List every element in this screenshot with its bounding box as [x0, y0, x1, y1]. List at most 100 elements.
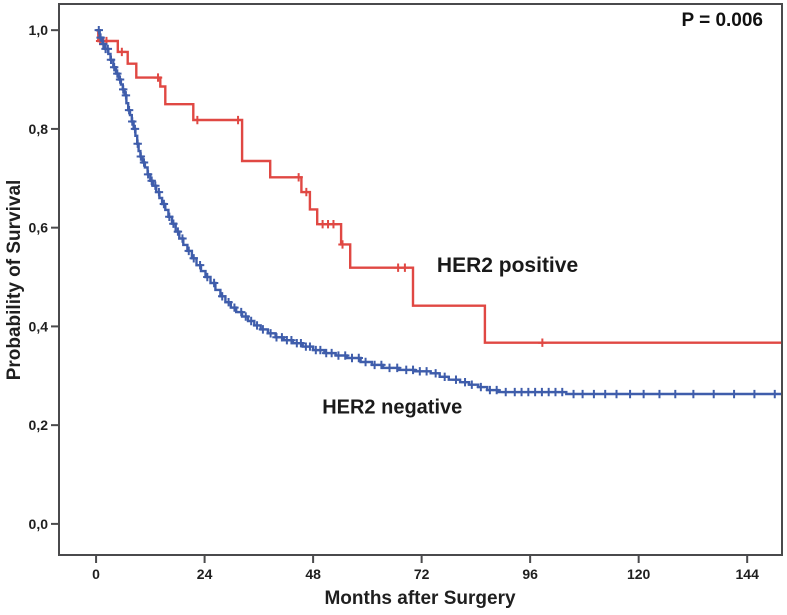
y-tick-label: 0,6 — [29, 220, 49, 236]
x-tick-label: 48 — [305, 566, 321, 582]
censor-mark — [709, 389, 718, 399]
censor-mark — [492, 385, 501, 395]
censor-mark — [341, 351, 350, 360]
censor-mark — [338, 240, 347, 249]
censor-mark — [501, 387, 510, 397]
censor-mark — [294, 173, 303, 182]
censor-mark — [241, 312, 250, 321]
censor-mark — [750, 389, 759, 399]
censor-mark — [106, 55, 116, 64]
censor-mark — [569, 389, 578, 399]
censor-mark — [305, 342, 315, 351]
censor-mark — [209, 278, 219, 288]
y-tick-label: 0,0 — [29, 516, 49, 532]
her2-positive-curve — [96, 29, 782, 344]
censor-mark — [133, 139, 142, 148]
censor-mark — [246, 316, 256, 326]
censor-mark — [361, 357, 370, 367]
censor-mark — [195, 260, 205, 270]
censor-mark — [538, 338, 547, 347]
censor-mark — [327, 348, 336, 358]
censor-mark — [169, 219, 178, 228]
censor-mark — [151, 181, 160, 190]
censor-mark — [224, 298, 233, 307]
series-label-her2-negative: HER2 negative — [322, 396, 462, 418]
censor-mark — [377, 360, 386, 370]
censor-mark — [218, 292, 227, 301]
censor-mark — [460, 377, 470, 387]
censor-mark — [385, 363, 394, 373]
x-tick-label: 144 — [736, 566, 760, 582]
censor-mark — [329, 220, 338, 229]
censor-mark — [178, 234, 187, 243]
censor-mark — [408, 365, 418, 375]
x-tick-label: 0 — [92, 566, 100, 582]
censor-mark — [625, 389, 635, 399]
censor-mark — [184, 246, 193, 256]
censor-mark — [230, 303, 239, 312]
censor-mark — [671, 389, 680, 399]
censor-mark — [237, 307, 246, 317]
censor-mark — [119, 85, 128, 94]
censor-mark — [159, 199, 169, 209]
censor-mark — [113, 69, 122, 78]
censor-mark — [770, 389, 779, 399]
censor-mark — [431, 369, 440, 378]
censor-mark — [440, 372, 449, 381]
y-axis-title: Probability of Survival — [4, 180, 25, 381]
x-axis-title: Months after Surgery — [324, 588, 516, 609]
censor-mark — [252, 321, 262, 330]
censor-mark — [601, 389, 610, 399]
y-tick-label: 0,8 — [29, 121, 49, 137]
x-axis: 0 24 48 72 96 120 144 — [92, 555, 759, 582]
censor-mark — [266, 329, 275, 338]
censor-mark — [578, 389, 587, 399]
censor-mark — [115, 75, 125, 84]
censor-mark — [124, 105, 134, 115]
censor-mark — [117, 47, 127, 57]
censor-mark — [233, 115, 243, 125]
censor-mark — [287, 336, 296, 345]
y-tick-label: 0,2 — [29, 417, 49, 433]
survival-curves: HER2 positive HER2 negative — [94, 25, 782, 418]
censor-mark — [94, 25, 103, 35]
censor-mark — [729, 389, 739, 399]
x-tick-label: 96 — [522, 566, 538, 582]
censor-mark — [121, 91, 131, 100]
censor-mark — [143, 170, 153, 179]
censor-mark — [589, 389, 599, 399]
censor-mark — [189, 254, 198, 263]
censor-mark — [476, 382, 486, 392]
p-value-annotation: P = 0.006 — [681, 10, 763, 31]
censor-mark — [173, 227, 183, 236]
censor-mark — [109, 62, 119, 72]
censor-mark — [400, 263, 410, 272]
censor-mark — [130, 124, 140, 134]
censor-mark — [354, 353, 363, 363]
censor-mark — [96, 33, 105, 42]
y-tick-label: 0,4 — [29, 318, 49, 334]
censor-mark — [302, 187, 311, 197]
x-tick-label: 120 — [627, 566, 651, 582]
censor-mark — [147, 176, 156, 185]
censor-mark — [128, 117, 137, 126]
series-label-her2-positive: HER2 positive — [437, 254, 578, 277]
censor-mark — [612, 389, 621, 399]
censor-mark — [99, 39, 108, 49]
x-tick-label: 72 — [414, 566, 430, 582]
censor-mark — [136, 152, 146, 161]
censor-mark — [422, 367, 431, 376]
censor-mark — [655, 389, 664, 399]
censor-mark — [639, 389, 648, 399]
censor-mark — [203, 272, 212, 282]
censor-mark — [154, 187, 164, 197]
censor-mark — [277, 333, 287, 342]
censor-mark — [103, 44, 113, 54]
y-axis: 0,0 0,2 0,4 0,6 0,8 1,0 — [29, 22, 59, 532]
censor-mark — [296, 338, 306, 348]
y-tick-label: 1,0 — [29, 22, 49, 38]
censor-mark — [451, 375, 461, 384]
censor-mark — [316, 345, 325, 355]
